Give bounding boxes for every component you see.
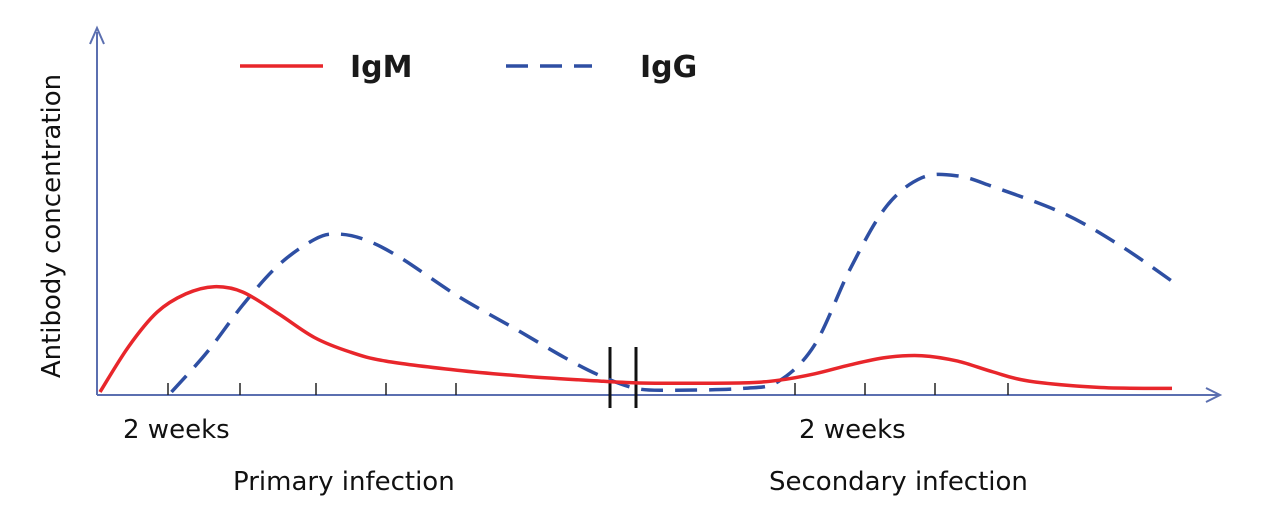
x-tick-label-secondary-2-weeks: 2 weeks	[799, 415, 906, 445]
legend: IgM IgG	[240, 50, 697, 85]
x-tick-label-primary-2-weeks: 2 weeks	[123, 415, 230, 445]
y-axis-title: Antibody concentration	[37, 74, 67, 378]
phase-label-primary: Primary infection	[233, 467, 455, 497]
series-line-igg	[170, 172, 1173, 394]
x-axis-ticks	[167, 383, 1009, 395]
x-axis-arrowhead	[1205, 387, 1223, 403]
phase-label-secondary: Secondary infection	[769, 467, 1028, 497]
series-line-igm	[98, 284, 1173, 393]
legend-label-igm: IgM	[350, 50, 413, 85]
legend-label-igg: IgG	[640, 50, 697, 85]
y-axis-arrowhead	[89, 25, 105, 45]
